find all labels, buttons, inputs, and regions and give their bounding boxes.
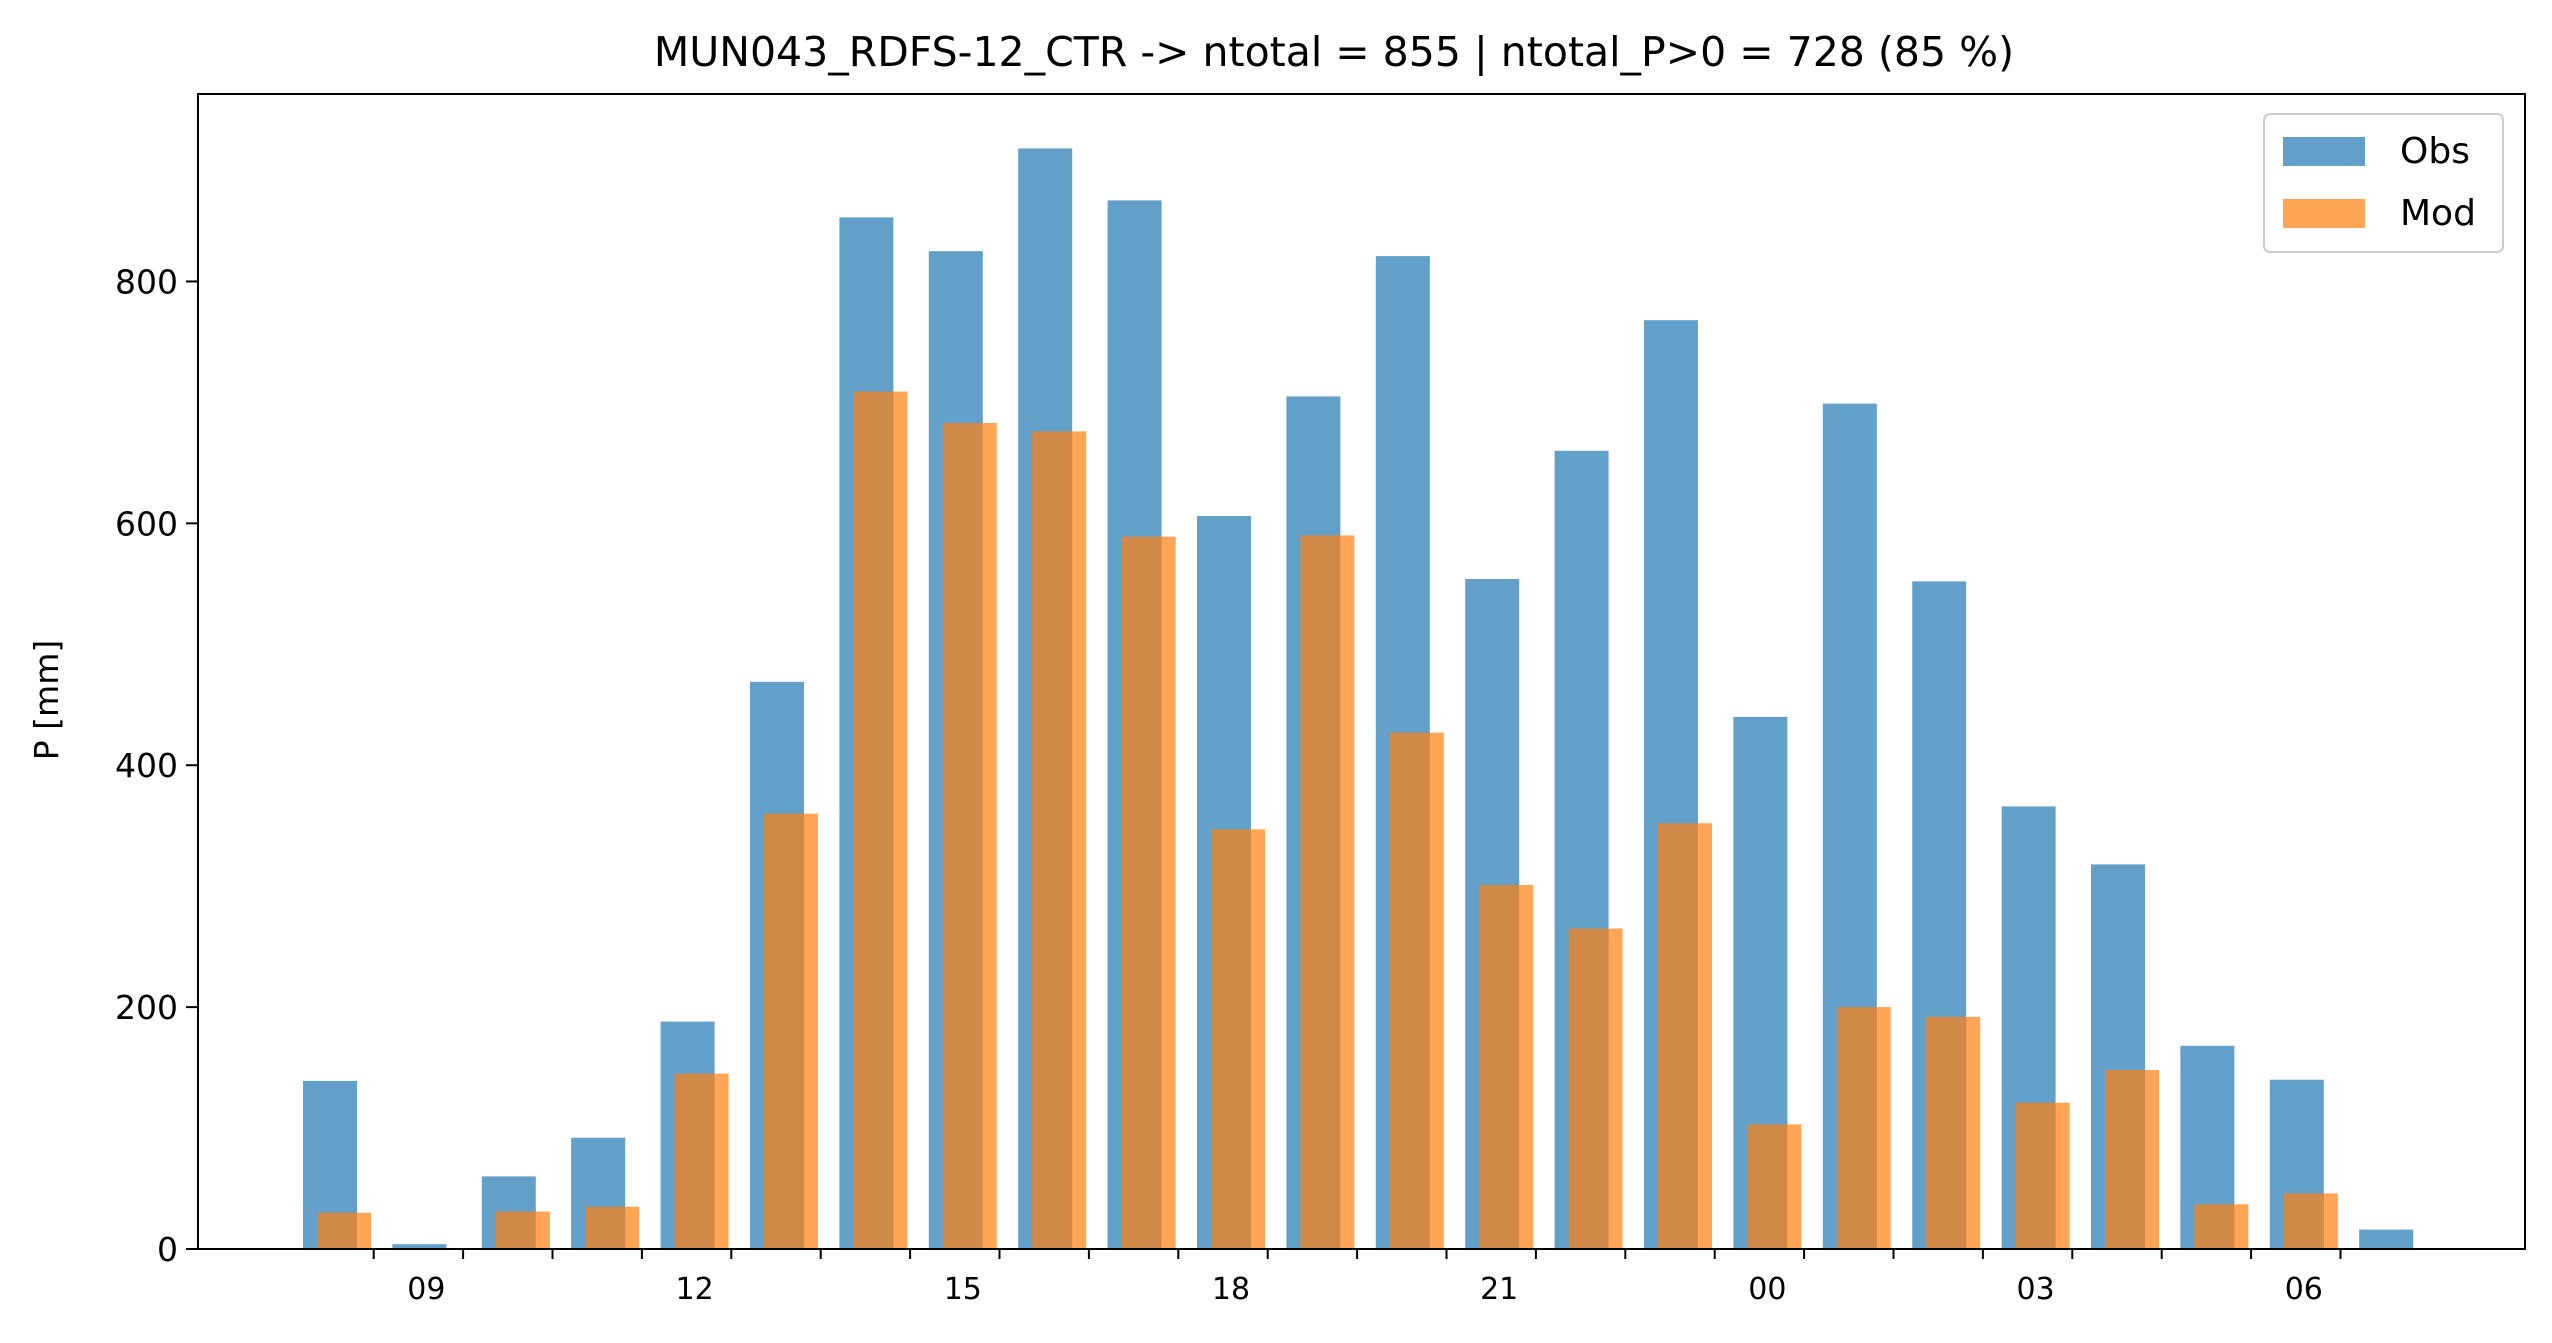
y-tick-label-800: 800 <box>115 262 178 301</box>
mod-bar-13 <box>764 813 818 1249</box>
y-tick-label-400: 400 <box>115 746 178 785</box>
y-tick-label-0: 0 <box>157 1230 178 1269</box>
x-tick-label-18: 18 <box>1212 1272 1250 1307</box>
mod-bar-03 <box>2015 1102 2070 1249</box>
mod-bar-16 <box>1032 431 1087 1249</box>
obs-bar-09 <box>392 1244 447 1249</box>
mod-bar-15 <box>942 423 997 1249</box>
y-tick-label-200: 200 <box>115 988 178 1027</box>
y-axis-label: P [mm] <box>27 640 66 760</box>
mod-bar-05 <box>2194 1204 2249 1249</box>
x-tick-label-00: 00 <box>1748 1272 1786 1307</box>
legend-label-obs: Obs <box>2400 131 2470 172</box>
x-tick-label-06: 06 <box>2285 1272 2323 1307</box>
plot-frame <box>197 93 2526 1250</box>
mod-bar-23 <box>1658 823 1712 1249</box>
x-tick-label-03: 03 <box>2017 1272 2055 1307</box>
mod-bar-17 <box>1121 536 1176 1249</box>
legend-swatch-obs <box>2283 137 2365 166</box>
mod-bar-01 <box>1836 1007 1891 1249</box>
legend-swatch-mod <box>2283 199 2365 228</box>
x-tick-label-21: 21 <box>1480 1272 1518 1307</box>
y-axis: 0 200 400 600 800 <box>115 262 198 1269</box>
legend-label-mod: Mod <box>2400 193 2476 234</box>
x-tick-label-15: 15 <box>944 1272 982 1307</box>
legend[interactable]: Obs Mod <box>2263 113 2504 253</box>
mod-bar-18 <box>1211 829 1265 1249</box>
mod-bar-11 <box>585 1206 640 1249</box>
mod-bar-06 <box>2283 1193 2338 1249</box>
obs-bar-07 <box>2359 1229 2414 1249</box>
mod-bar-19 <box>1300 535 1355 1249</box>
y-tick-label-600: 600 <box>115 504 178 543</box>
mod-bar-04 <box>2105 1070 2159 1249</box>
mod-bar-10 <box>495 1211 550 1249</box>
mod-bar-20 <box>1389 732 1444 1249</box>
x-axis: 09 12 15 18 21 00 03 06 <box>372 1249 2342 1307</box>
mod-bar-14 <box>853 391 908 1249</box>
mod-bar-12 <box>674 1073 729 1249</box>
mod-bar-02 <box>1926 1016 1981 1249</box>
x-tick-label-12: 12 <box>676 1272 714 1307</box>
chart-title: MUN043_RDFS-12_CTR -> ntotal = 855 | nto… <box>654 28 2014 76</box>
mod-bar-00 <box>1747 1124 1802 1249</box>
mod-bar-21 <box>1479 885 1534 1249</box>
x-tick-label-09: 09 <box>407 1272 445 1307</box>
mod-series <box>317 391 2338 1249</box>
mod-bar-08 <box>317 1212 371 1249</box>
mod-bar-22 <box>1568 928 1623 1249</box>
